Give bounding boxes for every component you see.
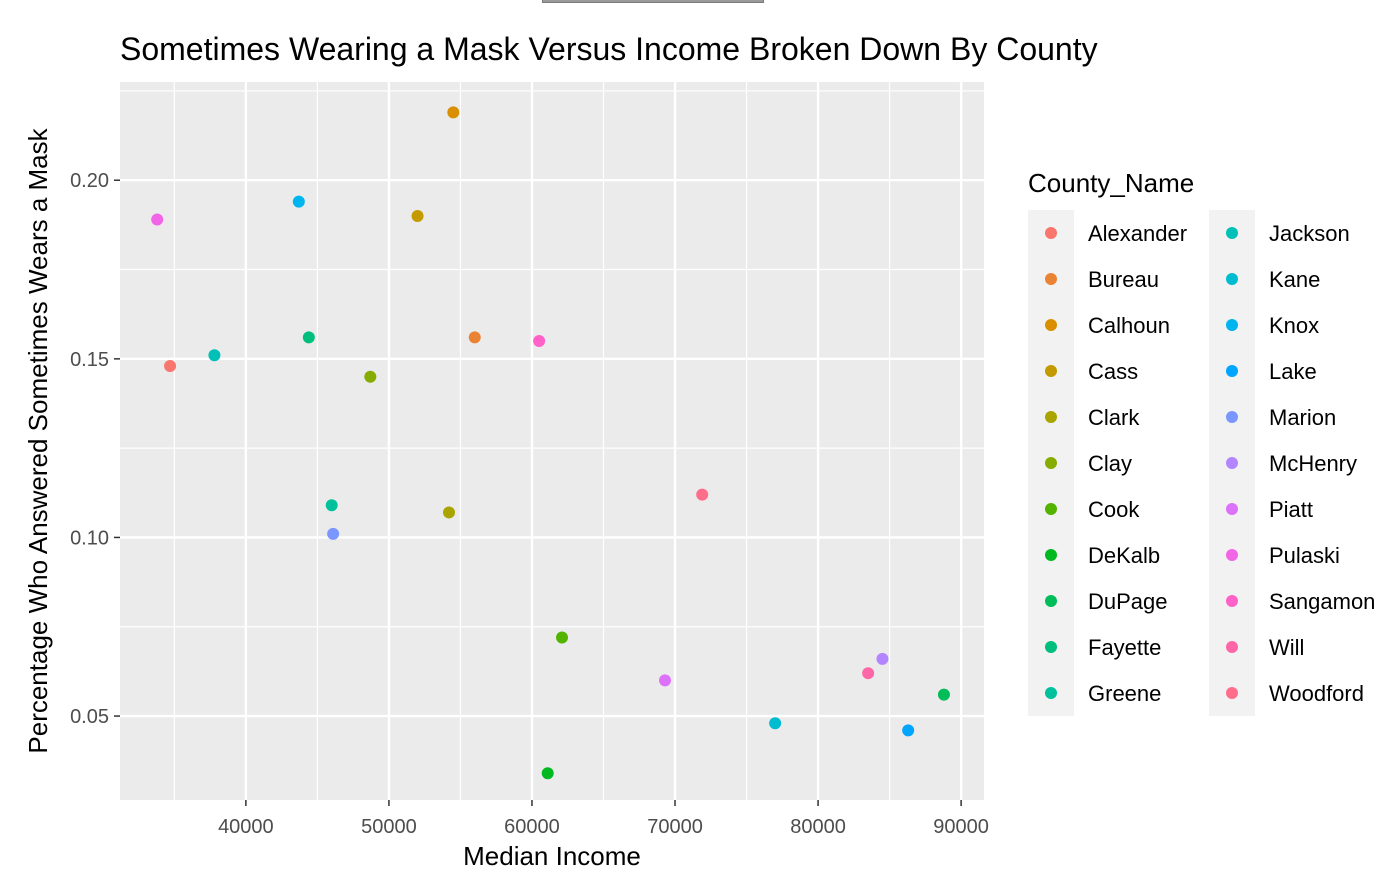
legend-key-kane bbox=[1226, 273, 1238, 285]
legend-key-fayette bbox=[1045, 641, 1057, 653]
data-point-cass bbox=[411, 209, 424, 222]
data-point-fayette bbox=[302, 331, 315, 344]
legend-key-will bbox=[1226, 641, 1238, 653]
data-point-dupage bbox=[937, 688, 950, 701]
legend-key-dupage bbox=[1045, 595, 1057, 607]
window-tab-indicator bbox=[542, 0, 764, 3]
x-tick-label: 40000 bbox=[218, 816, 274, 838]
legend-key-sangamon bbox=[1226, 595, 1238, 607]
legend-label-cass: Cass bbox=[1088, 359, 1138, 384]
data-point-knox bbox=[292, 195, 305, 208]
legend-label-jackson: Jackson bbox=[1269, 221, 1350, 246]
legend-key-marion bbox=[1226, 411, 1238, 423]
legend-key-mchenry bbox=[1226, 457, 1238, 469]
legend-label-clark: Clark bbox=[1088, 405, 1140, 430]
y-axis-ticks: 0.05 0.10 0.15 0.20 bbox=[70, 170, 120, 728]
x-tick-label: 70000 bbox=[647, 816, 703, 838]
plot-panel bbox=[120, 82, 984, 800]
data-point-jackson bbox=[208, 349, 221, 362]
data-point-clark bbox=[443, 506, 456, 519]
legend-key-calhoun bbox=[1045, 319, 1057, 331]
legend: Alexander Bureau Calhoun Cass Clark Clay Cook D… bbox=[1028, 210, 1375, 716]
legend-key-pulaski bbox=[1226, 549, 1238, 561]
data-point-woodford bbox=[696, 488, 709, 501]
data-point-alexander bbox=[164, 359, 177, 372]
legend-key-lake bbox=[1226, 365, 1238, 377]
data-point-pulaski bbox=[151, 213, 164, 226]
minor-gridlines bbox=[120, 82, 984, 800]
y-tick-label: 0.05 bbox=[70, 706, 109, 728]
x-axis-title: Median Income bbox=[463, 841, 641, 871]
data-point-mchenry bbox=[876, 652, 889, 665]
legend-key-bureau bbox=[1045, 273, 1057, 285]
legend-key-piatt bbox=[1226, 503, 1238, 515]
data-point-dekalb bbox=[541, 767, 554, 780]
legend-key-alexander bbox=[1045, 227, 1057, 239]
y-tick-label: 0.10 bbox=[70, 527, 109, 549]
data-point-calhoun bbox=[447, 106, 460, 119]
legend-key-cass bbox=[1045, 365, 1057, 377]
legend-label-woodford: Woodford bbox=[1269, 681, 1364, 706]
legend-key-dekalb bbox=[1045, 549, 1057, 561]
legend-label-marion: Marion bbox=[1269, 405, 1336, 430]
y-axis-title: Percentage Who Answered Sometimes Wears … bbox=[23, 127, 53, 753]
legend-label-dupage: DuPage bbox=[1088, 589, 1168, 614]
x-tick-label: 60000 bbox=[504, 816, 560, 838]
legend-label-kane: Kane bbox=[1269, 267, 1320, 292]
legend-label-fayette: Fayette bbox=[1088, 635, 1161, 660]
legend-label-alexander: Alexander bbox=[1088, 221, 1187, 246]
data-point-cook bbox=[556, 631, 569, 644]
legend-key-greene bbox=[1045, 687, 1057, 699]
data-point-piatt bbox=[659, 674, 672, 687]
data-point-marion bbox=[327, 527, 340, 540]
legend-label-pulaski: Pulaski bbox=[1269, 543, 1340, 568]
major-gridlines bbox=[120, 82, 984, 800]
legend-label-dekalb: DeKalb bbox=[1088, 543, 1160, 568]
data-point-will bbox=[862, 667, 875, 680]
x-tick-label: 50000 bbox=[361, 816, 417, 838]
legend-key-knox bbox=[1226, 319, 1238, 331]
legend-label-sangamon: Sangamon bbox=[1269, 589, 1375, 614]
data-point-sangamon bbox=[533, 334, 546, 347]
legend-label-piatt: Piatt bbox=[1269, 497, 1313, 522]
legend-label-knox: Knox bbox=[1269, 313, 1319, 338]
data-point-lake bbox=[902, 724, 915, 737]
legend-key-cook bbox=[1045, 503, 1057, 515]
legend-key-jackson bbox=[1226, 227, 1238, 239]
legend-key-clark bbox=[1045, 411, 1057, 423]
x-axis-ticks: 40000 50000 60000 70000 80000 90000 bbox=[218, 800, 989, 838]
legend-title: County_Name bbox=[1028, 168, 1194, 198]
legend-label-clay: Clay bbox=[1088, 451, 1132, 476]
legend-label-cook: Cook bbox=[1088, 497, 1140, 522]
y-tick-label: 0.15 bbox=[70, 349, 109, 371]
data-point-greene bbox=[325, 499, 338, 512]
y-tick-label: 0.20 bbox=[70, 170, 109, 192]
x-tick-label: 90000 bbox=[933, 816, 989, 838]
data-point-bureau bbox=[468, 331, 481, 344]
legend-label-calhoun: Calhoun bbox=[1088, 313, 1170, 338]
data-point-kane bbox=[769, 717, 782, 730]
legend-label-bureau: Bureau bbox=[1088, 267, 1159, 292]
legend-label-mchenry: McHenry bbox=[1269, 451, 1357, 476]
legend-key-woodford bbox=[1226, 687, 1238, 699]
chart-title: Sometimes Wearing a Mask Versus Income B… bbox=[120, 31, 1098, 67]
legend-key-clay bbox=[1045, 457, 1057, 469]
legend-label-greene: Greene bbox=[1088, 681, 1161, 706]
legend-label-will: Will bbox=[1269, 635, 1304, 660]
data-point-clay bbox=[364, 370, 377, 383]
data-points bbox=[151, 106, 950, 780]
x-tick-label: 80000 bbox=[790, 816, 846, 838]
legend-label-lake: Lake bbox=[1269, 359, 1317, 384]
